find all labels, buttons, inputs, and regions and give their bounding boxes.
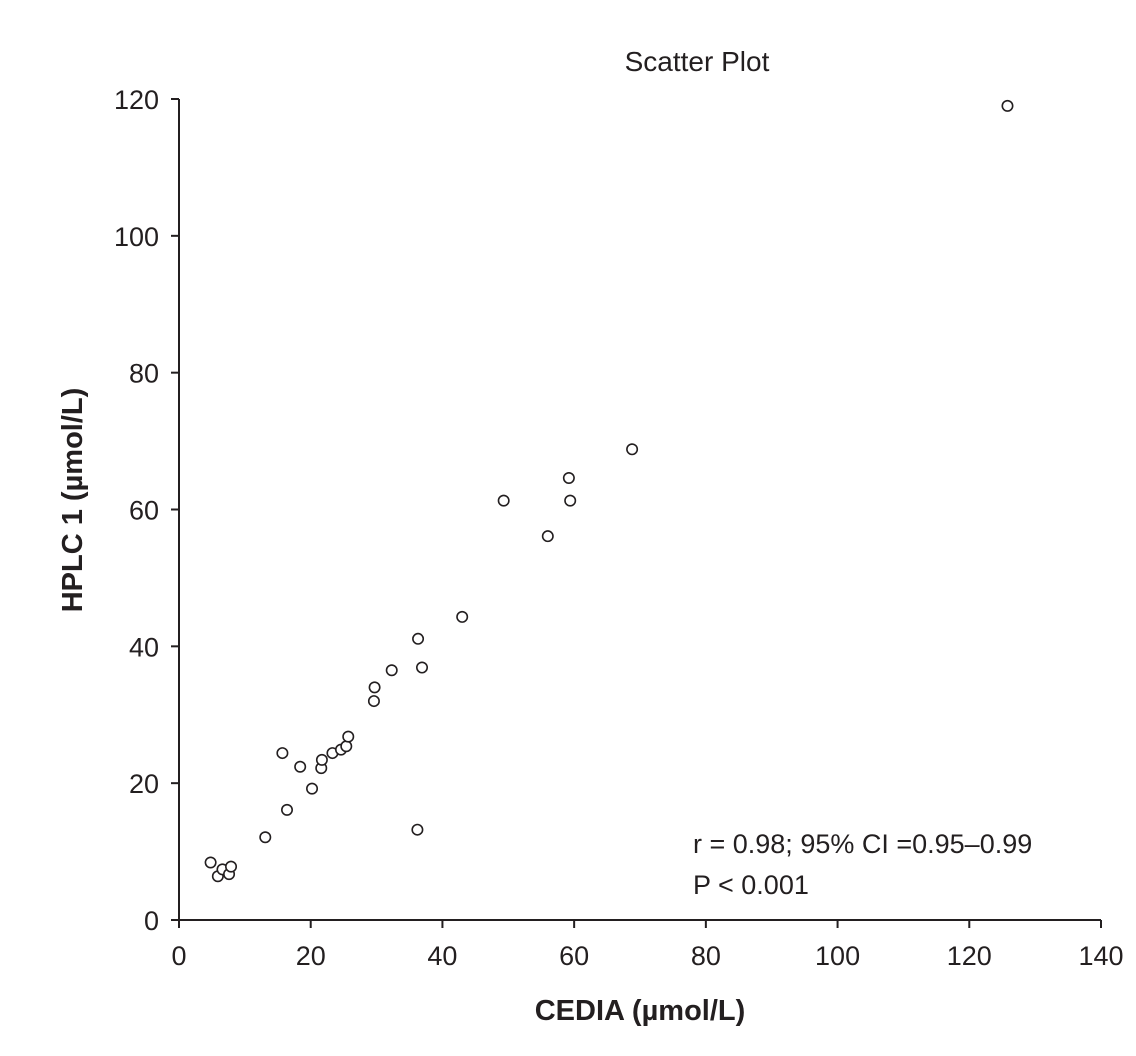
x-tick-label: 140 <box>1078 941 1123 971</box>
y-tick-label: 20 <box>129 769 159 799</box>
data-point <box>497 494 510 507</box>
data-point <box>342 730 355 743</box>
y-tick-label: 100 <box>114 222 159 252</box>
data-point <box>456 610 469 623</box>
data-point <box>626 443 639 456</box>
y-tick-label: 120 <box>114 85 159 115</box>
data-point <box>204 856 217 869</box>
data-point <box>294 760 307 773</box>
data-point <box>340 740 353 753</box>
data-point <box>306 782 319 795</box>
data-point <box>315 753 328 766</box>
x-tick-label: 80 <box>691 941 721 971</box>
x-tick-label: 120 <box>947 941 992 971</box>
y-tick-label: 40 <box>129 632 159 662</box>
x-tick-label: 20 <box>296 941 326 971</box>
y-tick-label: 80 <box>129 359 159 389</box>
data-point <box>416 661 429 674</box>
data-point <box>367 695 380 708</box>
data-point <box>225 860 238 873</box>
data-point <box>562 472 575 485</box>
chart-title: Scatter Plot <box>625 46 770 77</box>
data-points <box>204 99 1014 883</box>
x-tick-label: 40 <box>427 941 457 971</box>
data-point <box>1001 99 1014 112</box>
x-tick-label: 0 <box>171 941 186 971</box>
data-point <box>281 803 294 816</box>
data-point <box>411 823 424 836</box>
p-value-annotation: P < 0.001 <box>693 870 809 900</box>
data-point <box>564 494 577 507</box>
x-tick-label: 60 <box>559 941 589 971</box>
y-axis-title: HPLC 1 (µmol/L) <box>57 388 89 613</box>
axes: 0 20 40 60 80 100 120 140 0 20 40 60 80 100 120 <box>114 85 1124 971</box>
y-tick-label: 60 <box>129 496 159 526</box>
data-point <box>259 831 272 844</box>
x-tick-label: 100 <box>815 941 860 971</box>
data-point <box>276 747 289 760</box>
data-point <box>385 664 398 677</box>
data-point <box>412 632 425 645</box>
x-axis-title: CEDIA (µmol/L) <box>535 995 746 1027</box>
data-point <box>368 681 381 694</box>
correlation-annotation: r = 0.98; 95% CI =0.95–0.99 <box>693 829 1032 859</box>
y-tick-label: 0 <box>144 906 159 936</box>
data-point <box>541 530 554 543</box>
